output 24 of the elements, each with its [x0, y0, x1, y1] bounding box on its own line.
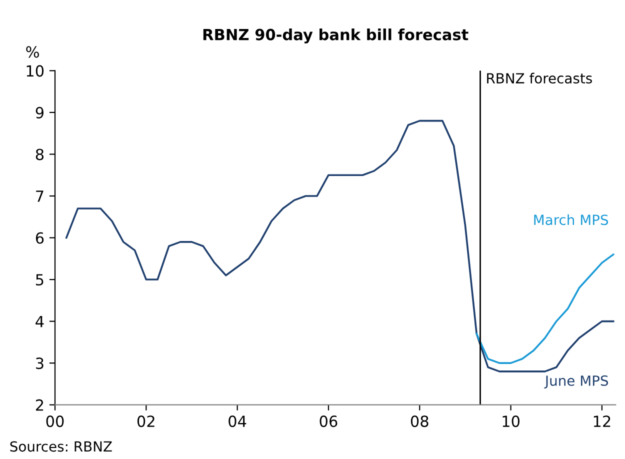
y-tick-label: 7	[36, 190, 44, 202]
line-series	[476, 254, 614, 364]
y-tick-label: 5	[36, 274, 44, 286]
x-tick-label: 04	[228, 416, 246, 428]
x-tick-label: 12	[594, 416, 610, 427]
y-tick-label: 3	[36, 358, 44, 370]
y-tick-label: 9	[36, 106, 44, 118]
y-axis-title: %	[26, 46, 39, 58]
series-label: June MPS	[544, 375, 608, 388]
x-tick-label: 02	[137, 416, 154, 428]
source-note: Sources: RBNZ	[10, 441, 112, 452]
text: March MPS	[534, 214, 608, 226]
x-tick-label: 08	[410, 416, 428, 428]
y-tick-label: 6	[36, 232, 44, 244]
y-tick-label: 8	[36, 148, 44, 160]
y-tick-label: 4	[36, 316, 44, 328]
y-tick-label: 2	[36, 399, 44, 411]
y-tick-label: 10	[26, 65, 44, 77]
x-tick-label: 10	[502, 416, 520, 428]
line-series	[65, 120, 614, 372]
chart-title: RBNZ 90-day bank bill forecast	[203, 28, 468, 44]
ref-line-label: RBNZ forecasts	[487, 72, 592, 84]
x-tick-label: 00	[46, 416, 64, 428]
x-tick-label: 06	[320, 416, 338, 428]
